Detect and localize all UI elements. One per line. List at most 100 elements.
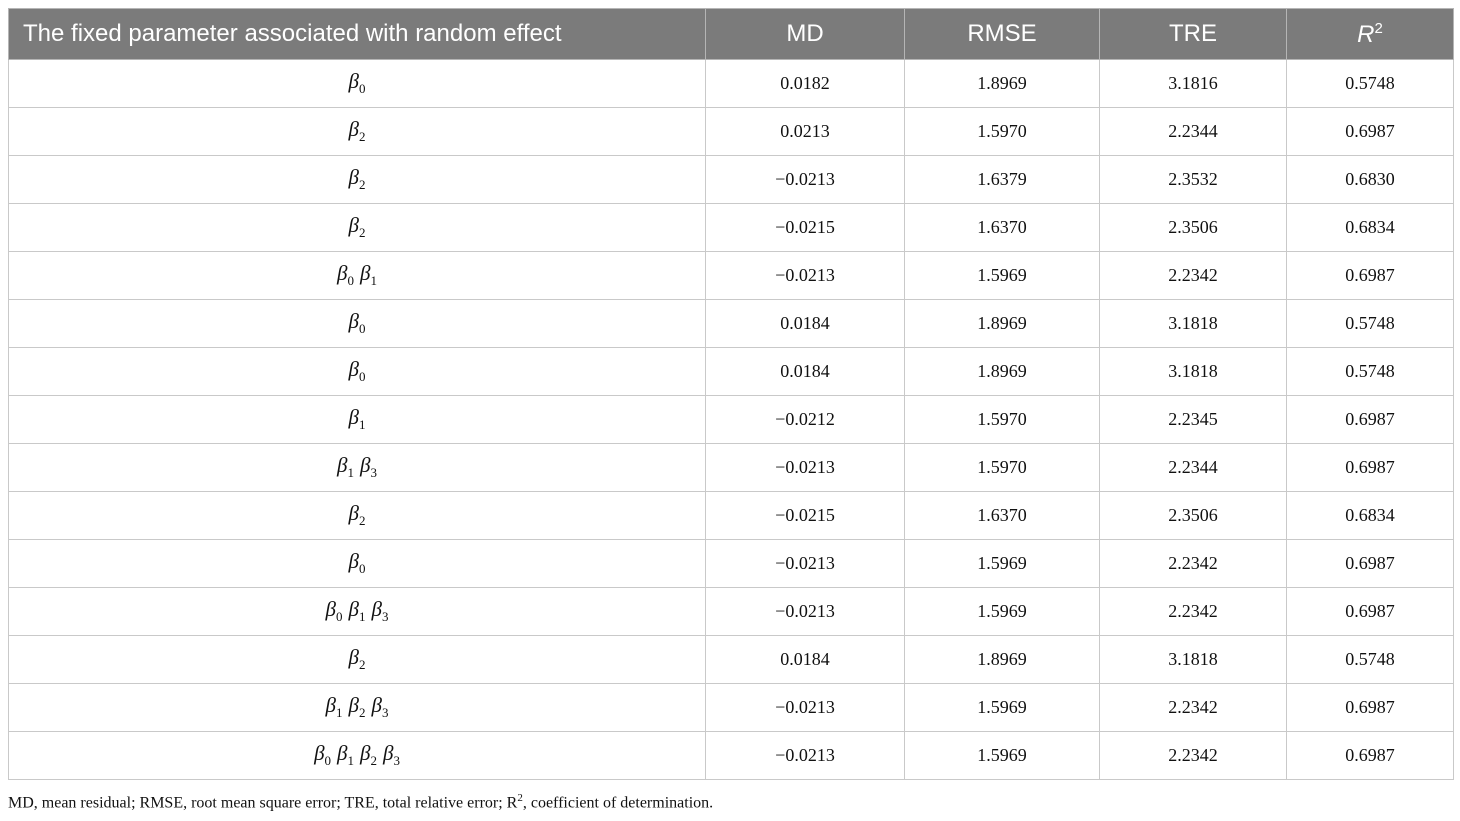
beta-letter: β [325,597,337,622]
cell-rmse: 1.5969 [904,539,1100,588]
results-table: The fixed parameter associated with rand… [8,8,1454,780]
beta-letter: β [382,741,394,766]
cell-md: 0.0184 [705,299,905,348]
cell-tre: 3.1818 [1099,347,1287,396]
beta-symbol: β1 [325,693,343,720]
cell-r2: 0.6987 [1286,107,1454,156]
cell-param: β0 [8,59,706,108]
cell-tre: 2.2344 [1099,107,1287,156]
table-container: The fixed parameter associated with rand… [8,8,1454,780]
cell-md: 0.0182 [705,59,905,108]
beta-subscript: 1 [336,705,343,721]
beta-symbol: β0 [348,357,366,384]
cell-md: −0.0213 [705,251,905,300]
cell-tre: 2.2342 [1099,683,1287,732]
beta-subscript: 0 [358,81,366,97]
beta-letter: β [360,261,371,286]
cell-rmse: 1.5969 [904,731,1100,780]
beta-symbol: β2 [348,117,366,144]
beta-subscript: 1 [370,273,377,289]
cell-tre: 2.2342 [1099,539,1287,588]
cell-tre: 2.2342 [1099,587,1287,636]
beta-symbol: β0 [348,309,366,336]
cell-rmse: 1.6379 [904,155,1100,204]
beta-symbol: β1 [349,405,366,432]
beta-letter: β [348,693,359,718]
beta-letter: β [348,501,359,526]
beta-subscript: 0 [358,321,366,337]
header-r2-sup: 2 [1374,19,1383,37]
footnote-tail: , coefficient of determination. [522,794,714,812]
beta-symbol: β2 [360,741,377,768]
cell-tre: 3.1818 [1099,299,1287,348]
cell-r2: 0.5748 [1286,635,1454,684]
beta-symbol: β0 [337,261,354,288]
cell-rmse: 1.8969 [904,635,1100,684]
cell-tre: 2.2345 [1099,395,1287,444]
cell-md: −0.0215 [705,491,905,540]
beta-symbol: β3 [371,693,388,720]
beta-letter: β [348,69,359,94]
beta-letter: β [371,597,382,622]
cell-param: β2 [8,107,706,156]
cell-md: 0.0184 [705,347,905,396]
beta-letter: β [348,309,359,334]
cell-tre: 2.3506 [1099,491,1287,540]
beta-symbol: β2 [348,501,366,528]
cell-param: β2 [8,635,706,684]
cell-md: −0.0213 [705,731,905,780]
beta-symbol: β0 [348,69,366,96]
header-md: MD [705,8,905,60]
table-body: β0 0.0182 1.8969 3.1816 0.5748 β2 0.0213 1.5970… [8,59,1454,780]
beta-symbol: β0 [348,549,366,576]
beta-letter: β [348,117,359,142]
beta-subscript: 3 [393,753,400,769]
beta-symbol: β2 [349,645,366,672]
cell-r2: 0.6830 [1286,155,1454,204]
cell-param: β0 [8,347,706,396]
beta-letter: β [371,693,382,718]
table-row: β1 β2 β3 −0.0213 1.5969 2.2342 0.6987 [8,683,1454,732]
cell-param: β2 [8,203,706,252]
cell-md: −0.0213 [705,587,905,636]
cell-md: −0.0213 [705,443,905,492]
beta-letter: β [348,213,359,238]
table-row: β2 −0.0213 1.6379 2.3532 0.6830 [8,155,1454,204]
cell-param: β0 β1 [8,251,706,300]
cell-rmse: 1.5969 [904,587,1100,636]
cell-rmse: 1.8969 [904,299,1100,348]
beta-symbol: β1 [360,261,377,288]
cell-rmse: 1.8969 [904,347,1100,396]
cell-r2: 0.6987 [1286,443,1454,492]
cell-param: β0 [8,539,706,588]
cell-rmse: 1.5969 [904,251,1100,300]
table-row: β0 0.0182 1.8969 3.1816 0.5748 [8,59,1454,108]
beta-subscript: 2 [358,705,366,721]
cell-rmse: 1.8969 [904,59,1100,108]
header-rmse: RMSE [904,8,1100,60]
header-tre: TRE [1099,8,1287,60]
beta-letter: β [325,693,337,718]
table-row: β2 0.0213 1.5970 2.2344 0.6987 [8,107,1454,156]
table-row: β0 −0.0213 1.5969 2.2342 0.6987 [8,539,1454,588]
cell-rmse: 1.5970 [904,107,1100,156]
cell-param: β1 β3 [8,443,706,492]
beta-symbol: β3 [360,453,377,480]
beta-letter: β [348,597,359,622]
cell-md: 0.0184 [705,635,905,684]
beta-letter: β [348,549,359,574]
beta-subscript: 0 [324,753,332,769]
header-r2-base: R [1357,20,1375,48]
table-row: β2 −0.0215 1.6370 2.3506 0.6834 [8,491,1454,540]
cell-rmse: 1.6370 [904,203,1100,252]
beta-letter: β [348,357,359,382]
cell-r2: 0.6987 [1286,587,1454,636]
beta-subscript: 1 [358,609,366,625]
cell-r2: 0.6987 [1286,683,1454,732]
beta-subscript: 2 [358,225,366,241]
table-row: β1 −0.0212 1.5970 2.2345 0.6987 [8,395,1454,444]
cell-r2: 0.6987 [1286,731,1454,780]
beta-subscript: 0 [336,609,343,625]
beta-subscript: 0 [358,561,366,577]
beta-subscript: 2 [358,657,366,673]
